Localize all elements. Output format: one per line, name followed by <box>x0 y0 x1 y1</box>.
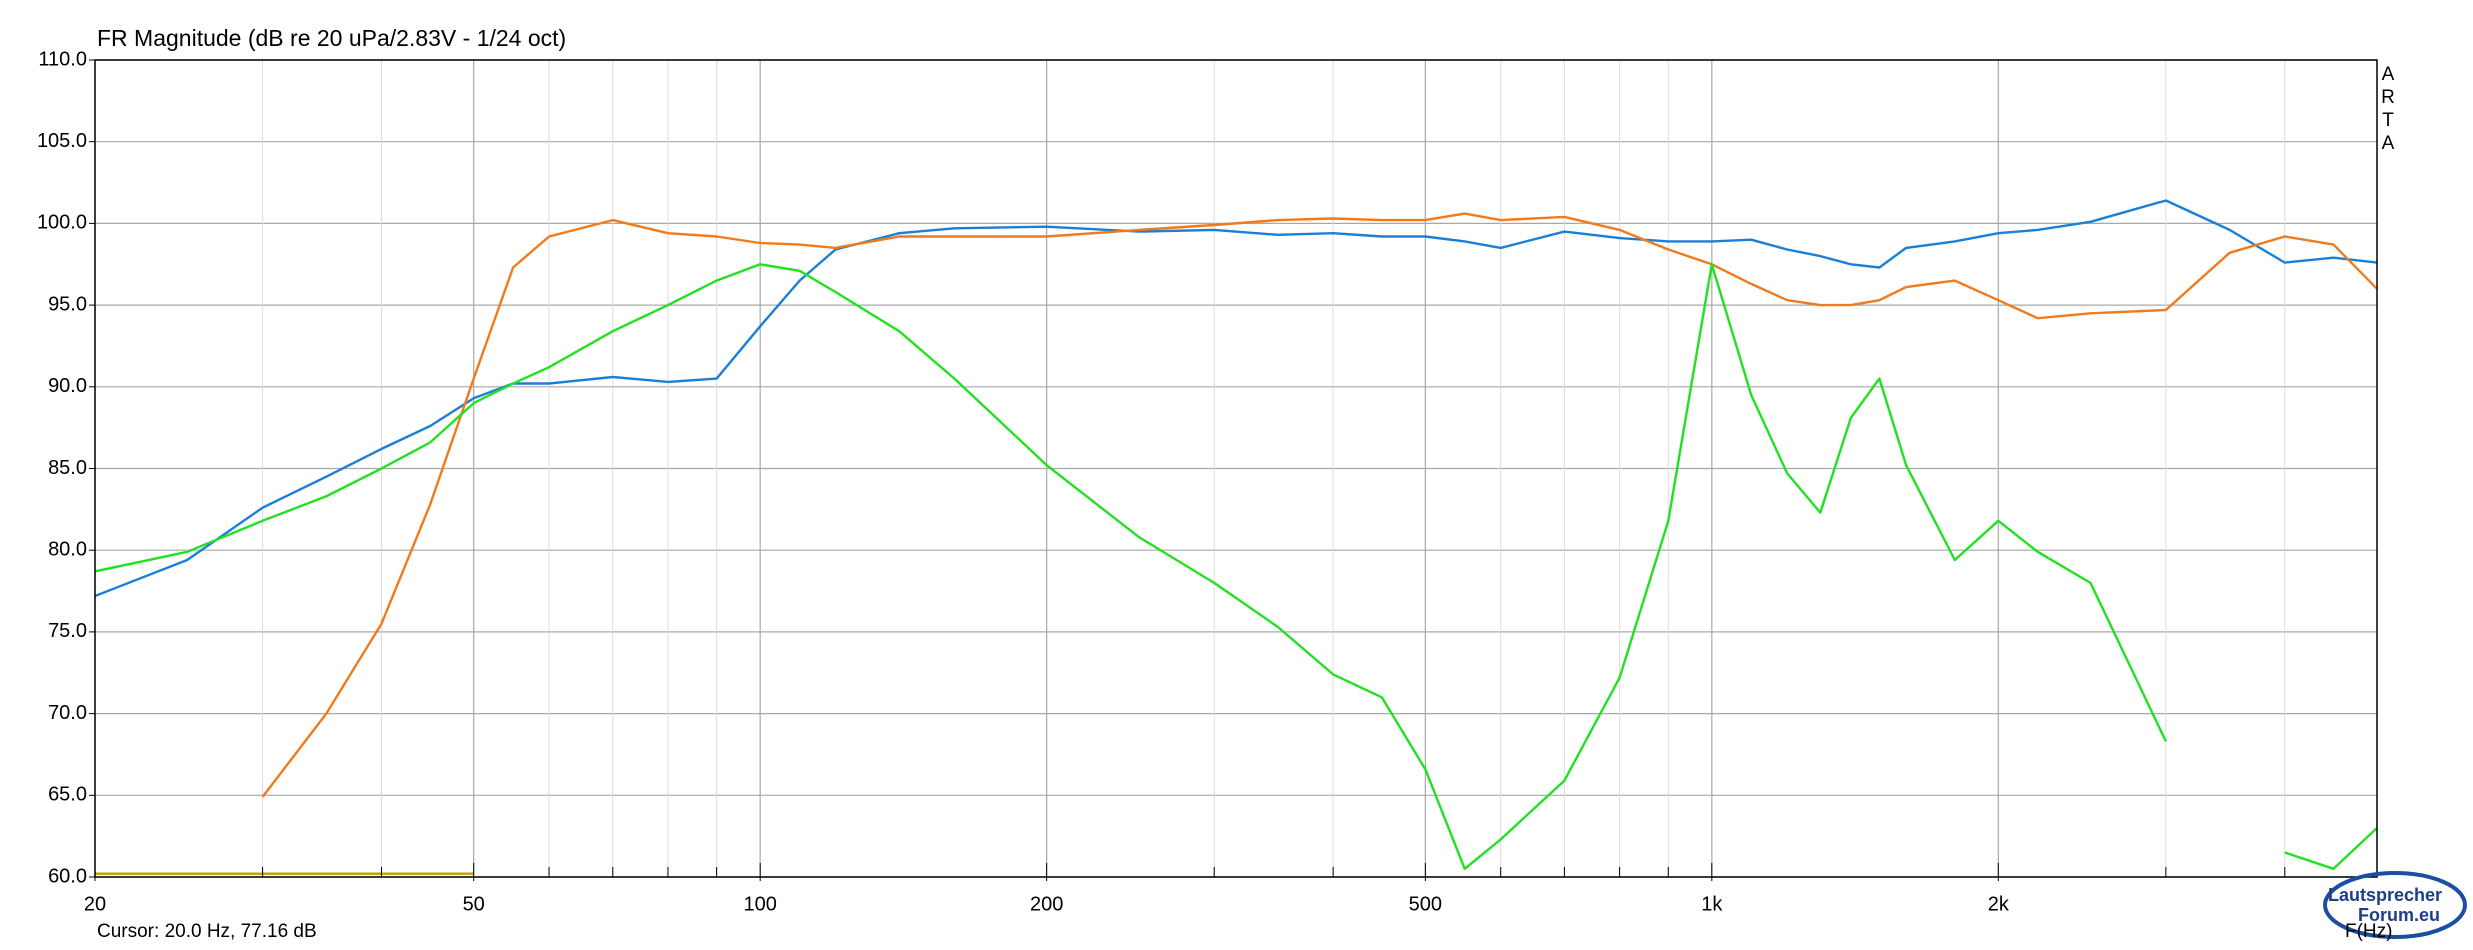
y-tick-label: 60.0 <box>48 865 87 887</box>
y-tick-label: 90.0 <box>48 375 87 397</box>
y-tick-label: 95.0 <box>48 293 87 315</box>
y-tick-label: 85.0 <box>48 457 87 479</box>
logo-line: Forum.eu <box>2358 905 2440 925</box>
x-tick-label: 2k <box>1988 893 2010 915</box>
y-tick-label: 100.0 <box>37 212 87 234</box>
response-curve <box>95 263 2377 870</box>
curves <box>95 199 2377 875</box>
x-tick-label: 200 <box>1030 893 1063 915</box>
labels: 60.0 65.0 70.0 75.0 80.0 85.0 90.0 95.0 100.0 105… <box>37 48 2286 915</box>
chart-title: FR Magnitude (dB re 20 uPa/2.83V - 1/24 … <box>97 25 566 51</box>
x-tick-label: 1k <box>1701 893 1723 915</box>
y-tick-label: 65.0 <box>48 784 87 806</box>
y-tick-label: 70.0 <box>48 702 87 724</box>
x-tick-label: 100 <box>743 893 776 915</box>
logo-line: Lautsprecher <box>2328 885 2442 905</box>
logo-swoosh <box>2323 871 2467 939</box>
y-tick-label: 75.0 <box>48 620 87 642</box>
x-tick-label: 20 <box>84 893 106 915</box>
response-curve <box>261 212 2377 798</box>
x-tick-label: 50 <box>463 893 485 915</box>
response-curve <box>95 199 2377 598</box>
y-tick-label: 110.0 <box>38 48 87 70</box>
x-axis-label: F(Hz) <box>2345 921 2392 942</box>
y-tick-label: 80.0 <box>48 538 87 560</box>
x-tick-label: 500 <box>1409 893 1442 915</box>
y-tick-label: 105.0 <box>37 130 87 152</box>
cursor-readout: Cursor: 20.0 Hz, 77.16 dB <box>97 921 317 942</box>
watermark: ARTA <box>2378 64 2399 156</box>
